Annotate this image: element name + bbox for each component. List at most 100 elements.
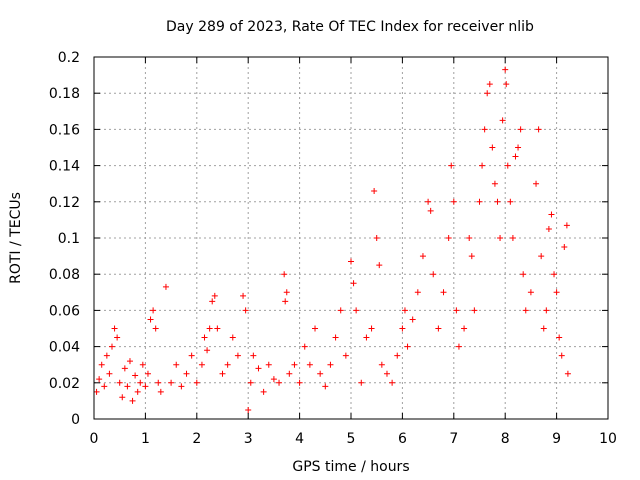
data-point (522, 307, 529, 314)
data-point (404, 343, 411, 350)
data-point (206, 325, 213, 332)
data-point (471, 307, 478, 314)
data-point (150, 307, 157, 314)
data-point (152, 325, 159, 332)
data-point (209, 298, 216, 305)
data-point (157, 388, 164, 395)
data-point (111, 325, 118, 332)
data-point (142, 383, 149, 390)
x-tick-label: 3 (244, 431, 253, 447)
data-point (270, 376, 277, 383)
data-point (168, 379, 175, 386)
data-point (484, 90, 491, 97)
data-point (204, 347, 211, 354)
data-point (178, 383, 185, 390)
data-point (198, 361, 205, 368)
data-point (116, 379, 123, 386)
data-point (394, 352, 401, 359)
data-point (312, 325, 319, 332)
data-point (476, 198, 483, 205)
data-point (520, 271, 527, 278)
data-point (497, 235, 504, 241)
data-point (553, 289, 560, 296)
data-point (137, 379, 144, 386)
data-point (551, 271, 558, 278)
x-tick-label: 2 (192, 431, 201, 447)
data-point (371, 187, 378, 194)
data-point (103, 352, 110, 359)
data-point (430, 271, 437, 278)
data-point (368, 325, 375, 332)
data-point (548, 211, 555, 218)
data-point (450, 198, 457, 205)
data-point (240, 292, 247, 299)
y-tick-label: 0.04 (49, 340, 80, 356)
y-tick-label: 0.12 (49, 195, 80, 211)
data-point (350, 280, 357, 287)
data-point (401, 307, 408, 314)
data-point (517, 126, 524, 133)
x-tick-label: 10 (599, 431, 617, 447)
data-point (155, 379, 162, 386)
data-point (281, 271, 288, 278)
data-point (373, 235, 380, 241)
x-axis-label: GPS time / hours (292, 459, 409, 475)
data-point (121, 365, 128, 372)
data-point (545, 225, 552, 232)
y-tick-label: 0.08 (49, 267, 80, 283)
data-point (512, 153, 519, 160)
data-point (419, 253, 426, 260)
data-point (276, 379, 283, 386)
data-point (234, 352, 241, 359)
data-point (540, 325, 547, 332)
x-tick-label: 5 (347, 431, 356, 447)
data-point (306, 361, 313, 368)
data-point (509, 235, 516, 241)
data-point (494, 198, 501, 205)
data-point (468, 253, 475, 260)
data-point (543, 307, 550, 314)
data-point (378, 361, 385, 368)
data-point (481, 126, 488, 133)
data-point (348, 258, 354, 265)
chart-title: Day 289 of 2023, Rate Of TEC Index for r… (166, 19, 534, 35)
y-tick-label: 0.14 (49, 159, 80, 175)
data-point (214, 325, 221, 332)
data-points (93, 66, 571, 413)
data-point (106, 370, 113, 377)
data-point (383, 370, 390, 377)
data-point (337, 307, 344, 314)
data-point (448, 162, 455, 169)
y-tick-label: 0.16 (49, 122, 80, 138)
data-point (188, 352, 195, 359)
y-tick-label: 0.18 (49, 86, 80, 102)
data-point (119, 394, 126, 401)
data-point (363, 334, 370, 341)
data-point (491, 180, 498, 187)
data-point (139, 361, 146, 368)
data-point (414, 289, 421, 296)
data-point (242, 307, 249, 314)
data-point (486, 81, 493, 88)
data-point (466, 235, 473, 241)
y-axis-label: ROTI / TECUs (8, 192, 24, 284)
x-tick-label: 7 (449, 431, 458, 447)
data-point (224, 361, 231, 368)
data-point (132, 372, 139, 379)
data-point (455, 343, 462, 350)
data-point (162, 283, 169, 290)
data-point (265, 361, 272, 368)
data-point (358, 379, 365, 386)
x-tick-label: 8 (501, 431, 510, 447)
data-point (255, 365, 262, 372)
data-point (129, 397, 136, 404)
data-point (535, 126, 542, 133)
data-point (219, 370, 226, 377)
data-point (445, 235, 452, 241)
data-point (301, 343, 308, 350)
y-tick-labels: 0 0.02 0.04 0.06 0.08 0.1 0.12 0.14 0.16 0.18 0.2 (49, 50, 80, 428)
data-point (332, 334, 339, 341)
data-point (245, 406, 252, 413)
data-point (96, 376, 103, 383)
